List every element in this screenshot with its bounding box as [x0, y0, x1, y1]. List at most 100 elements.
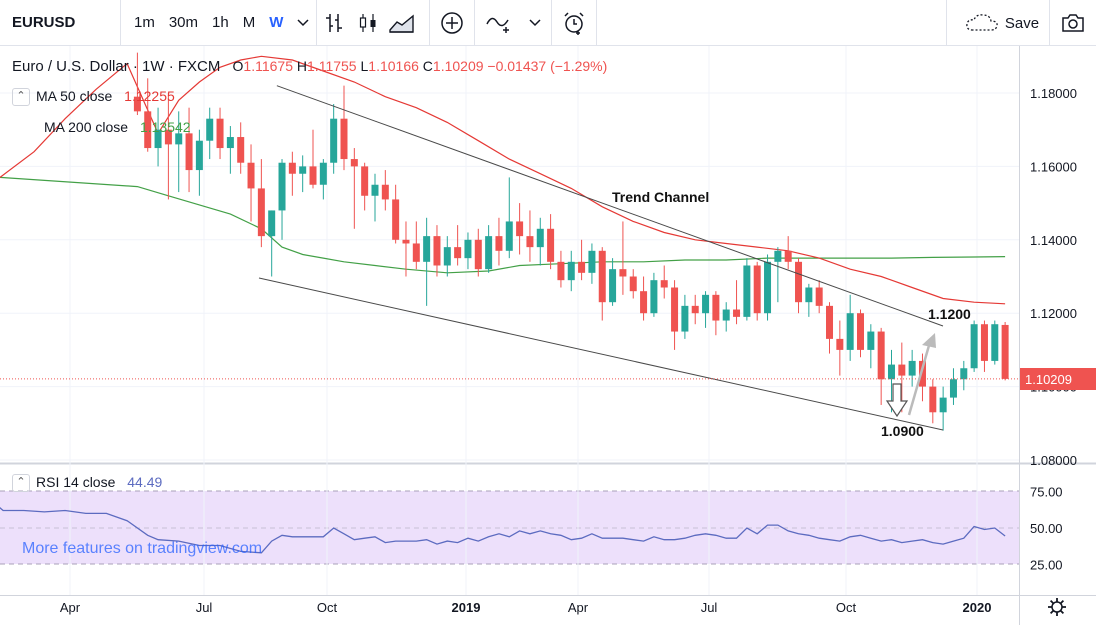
candle[interactable] — [443, 236, 451, 277]
candle[interactable] — [392, 184, 400, 244]
camera-icon[interactable] — [1051, 0, 1095, 46]
candle[interactable] — [702, 291, 710, 328]
candle[interactable] — [722, 302, 730, 332]
compare-icon[interactable] — [475, 0, 525, 46]
tradingview-watermark[interactable]: More features on tradingview.com — [22, 540, 263, 557]
ma200-legend[interactable]: MA 200 close 1.13542 — [44, 119, 191, 135]
candle[interactable] — [764, 254, 772, 321]
collapse-icon[interactable]: ⌃ — [12, 474, 30, 493]
candle[interactable] — [846, 294, 854, 361]
candle[interactable] — [371, 173, 379, 222]
candle[interactable] — [299, 155, 307, 193]
candle[interactable] — [836, 320, 844, 376]
candle[interactable] — [206, 107, 214, 160]
trend-channel-lower-line[interactable] — [258, 277, 944, 431]
candles-icon[interactable] — [351, 0, 385, 46]
candle[interactable] — [402, 221, 410, 277]
candle[interactable] — [350, 148, 358, 229]
add-indicator-icon[interactable] — [430, 0, 474, 46]
candle[interactable] — [877, 327, 885, 405]
candle[interactable] — [485, 225, 493, 273]
candle[interactable] — [815, 280, 823, 314]
interval-1m[interactable]: 1m — [134, 14, 155, 31]
candle[interactable] — [381, 170, 389, 211]
save-button[interactable]: Save — [958, 0, 1046, 46]
candle[interactable] — [660, 265, 668, 299]
candle[interactable] — [412, 221, 420, 270]
candle[interactable] — [826, 302, 834, 354]
candle[interactable] — [454, 225, 462, 266]
up-arrow-icon[interactable] — [907, 333, 936, 416]
candle[interactable] — [433, 225, 441, 277]
candle[interactable] — [226, 126, 234, 174]
candle[interactable] — [278, 159, 286, 240]
candle[interactable] — [980, 320, 988, 372]
candle[interactable] — [288, 151, 296, 196]
candle[interactable] — [1001, 322, 1009, 381]
candle[interactable] — [991, 320, 999, 365]
symbol-search[interactable]: EURUSD — [12, 14, 76, 31]
candle[interactable] — [330, 104, 338, 174]
ma200-line[interactable] — [0, 176, 1006, 274]
interval-30m[interactable]: 30m — [168, 14, 199, 31]
candle[interactable] — [629, 269, 637, 299]
candle[interactable] — [578, 239, 586, 281]
candle[interactable] — [154, 107, 162, 167]
rsi-line[interactable] — [0, 502, 1006, 554]
candle[interactable] — [619, 221, 627, 295]
candle[interactable] — [185, 107, 193, 193]
candle[interactable] — [216, 107, 224, 160]
trend-channel-upper-line[interactable] — [276, 85, 944, 327]
candle[interactable] — [681, 294, 689, 339]
candle[interactable] — [164, 93, 172, 200]
candle[interactable] — [144, 78, 152, 152]
ma50-legend[interactable]: ⌃ MA 50 close 1.12255 — [12, 88, 175, 107]
candle[interactable] — [929, 379, 937, 424]
candle[interactable] — [268, 210, 276, 277]
candle[interactable] — [464, 232, 472, 270]
candle[interactable] — [247, 144, 255, 222]
candle[interactable] — [918, 353, 926, 402]
candle[interactable] — [257, 159, 265, 248]
candle[interactable] — [867, 324, 875, 369]
candle[interactable] — [309, 129, 317, 189]
rsi-legend[interactable]: ⌃ RSI 14 close 44.49 — [12, 474, 162, 493]
candle[interactable] — [588, 243, 596, 284]
candle[interactable] — [939, 386, 947, 431]
candle[interactable] — [795, 258, 803, 314]
chevron-down-icon[interactable] — [290, 0, 316, 46]
candle[interactable] — [743, 258, 751, 321]
candle[interactable] — [526, 210, 534, 262]
candle[interactable] — [505, 177, 513, 259]
gear-icon[interactable] — [1048, 598, 1066, 616]
candle[interactable] — [495, 217, 503, 266]
chevron-down-icon[interactable] — [525, 0, 545, 46]
candle[interactable] — [567, 250, 575, 292]
alert-clock-icon[interactable] — [552, 0, 596, 46]
candle[interactable] — [691, 294, 699, 325]
down-arrow-icon[interactable] — [885, 383, 909, 418]
candle[interactable] — [857, 309, 864, 358]
candle[interactable] — [650, 272, 658, 317]
candle[interactable] — [712, 291, 720, 336]
candle[interactable] — [970, 320, 978, 372]
candle[interactable] — [516, 203, 524, 255]
candle[interactable] — [640, 276, 648, 321]
candle[interactable] — [361, 162, 369, 211]
candle[interactable] — [195, 129, 203, 196]
candle[interactable] — [753, 261, 761, 321]
candle[interactable] — [908, 349, 916, 387]
bar-chart-icon[interactable] — [317, 0, 351, 46]
candle[interactable] — [784, 236, 792, 270]
candle[interactable] — [474, 228, 482, 277]
candle[interactable] — [175, 111, 183, 193]
candle[interactable] — [423, 217, 431, 306]
candle[interactable] — [805, 283, 813, 317]
interval-week[interactable]: W — [269, 14, 284, 31]
candle[interactable] — [547, 214, 555, 270]
collapse-icon[interactable]: ⌃ — [12, 88, 30, 107]
area-chart-icon[interactable] — [385, 0, 419, 46]
candle[interactable] — [133, 52, 141, 116]
ma50-line[interactable] — [0, 55, 1006, 305]
